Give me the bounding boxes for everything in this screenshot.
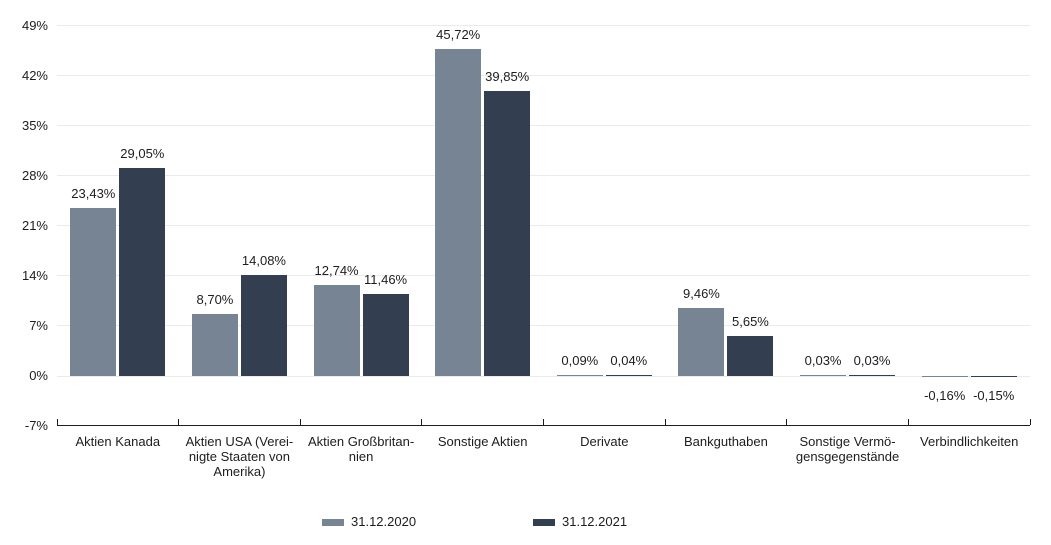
gridline [57, 275, 1030, 277]
bar-s0-c3 [435, 48, 482, 376]
x-axis-tick [178, 418, 180, 425]
x-axis-tick [421, 418, 423, 425]
bar-s1-c5 [727, 335, 774, 376]
gridline [57, 25, 1030, 26]
x-axis-tick [543, 418, 544, 425]
x-axis-category-label: Verbindlichkeiten [920, 434, 1019, 449]
value-label-s1-c5: 5,65% [732, 313, 769, 329]
value-label-s0-c7: -0,16% [924, 388, 966, 403]
gridline [57, 325, 1030, 327]
bar-s1-c1 [240, 275, 287, 376]
x-axis-category-label: Derivate [580, 434, 629, 449]
value-label-s1-c3: 39,85% [485, 68, 530, 84]
value-label-s1-c2: 11,46% [363, 272, 408, 288]
x-axis-category-label: Sonstige Aktien [437, 434, 528, 449]
value-label-s0-c0: 23,43% [71, 186, 116, 202]
value-label-s0-c3: 45,72% [436, 26, 481, 42]
x-axis-tick [56, 418, 58, 425]
gridline [57, 175, 1030, 177]
gridline [57, 125, 1030, 127]
x-axis-category-label: Aktien Großbritan- nien [307, 434, 415, 464]
value-label-s0-c1: 8,70% [196, 291, 234, 307]
value-label-s0-c6: 0,03% [804, 353, 842, 368]
value-label-s1-c0: 29,05% [120, 146, 165, 162]
legend-swatch-icon [322, 518, 344, 526]
gridline [57, 75, 1030, 77]
x-axis-tick [907, 418, 909, 425]
x-axis-tick [299, 418, 301, 425]
y-axis-tick-label: 0% [29, 368, 48, 383]
x-axis-category-label: Aktien Kanada [75, 434, 161, 449]
value-label-s0-c4: 0,09% [561, 353, 599, 368]
bar-s1-c6 [849, 375, 896, 376]
bar-s1-c2 [362, 294, 409, 376]
bar-s1-c3 [484, 90, 531, 376]
gridline [57, 225, 1030, 227]
x-axis-category-label: Bankguthaben [684, 434, 768, 449]
legend-label: 31.12.2021 [562, 514, 628, 529]
legend-item-31-12-2021: 31.12.2021 [533, 514, 627, 530]
y-axis-tick-label: 7% [29, 317, 48, 333]
value-label-s1-c1: 14,08% [241, 253, 286, 269]
y-axis-tick-label: 28% [21, 167, 48, 183]
bar-s1-c0 [119, 168, 166, 376]
bar-s0-c5 [678, 308, 725, 376]
legend-item-31-12-2020: 31.12.2020 [322, 514, 416, 530]
value-label-s1-c4: 0,04% [610, 353, 648, 368]
x-axis-category-label: Sonstige Vermö- gensgegenstände [795, 434, 900, 464]
bar-s0-c6 [800, 375, 847, 376]
x-axis-line [57, 424, 1030, 426]
value-label-s0-c5: 9,46% [683, 286, 720, 302]
bar-s0-c0 [70, 208, 117, 376]
value-label-s1-c7: -0,15% [973, 388, 1015, 403]
bar-s0-c4 [556, 375, 603, 376]
y-axis-tick-label: 49% [21, 17, 48, 33]
bar-s0-c7 [921, 376, 968, 378]
value-label-s1-c6: 0,03% [853, 353, 891, 368]
y-axis-tick-label: 14% [21, 267, 48, 283]
bar-s0-c2 [313, 284, 360, 376]
value-label-s0-c2: 12,74% [314, 262, 359, 278]
x-axis-tick [1029, 418, 1031, 425]
y-axis-tick-label: 42% [21, 67, 48, 83]
y-axis-tick-label: 35% [21, 117, 48, 133]
legend-label: 31.12.2020 [351, 514, 417, 529]
bar-s1-c4 [605, 375, 652, 376]
x-axis-category-label: Aktien USA (Verei- nigte Staaten von Ame… [185, 434, 294, 479]
gridline [57, 375, 1030, 377]
legend-swatch-icon [533, 518, 555, 526]
y-axis-tick-label: 21% [21, 217, 48, 233]
x-axis-tick [786, 418, 788, 425]
bar-s1-c7 [970, 376, 1017, 378]
bar-s0-c1 [191, 313, 238, 376]
y-axis-tick-label: -7% [24, 418, 48, 433]
x-axis-tick [664, 418, 666, 425]
